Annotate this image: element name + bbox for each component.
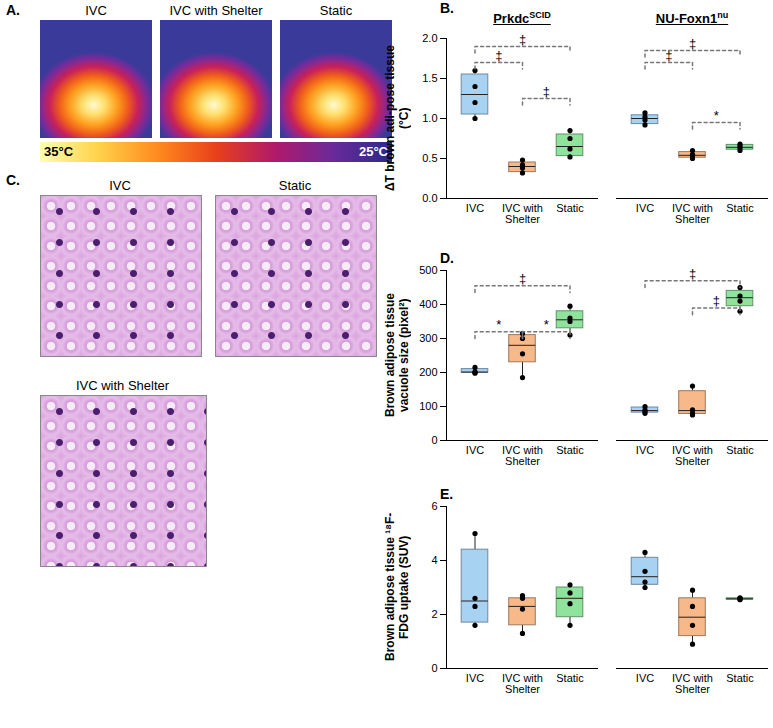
svg-text:1.5: 1.5 <box>422 72 437 84</box>
html-text:Static: Static <box>319 3 353 18</box>
html-text:NU-Foxn1nu: NU-Foxn1nu <box>655 10 729 27</box>
svg-text:IVC withShelter: IVC withShelter <box>672 202 713 225</box>
svg-text:Static: Static <box>726 444 754 456</box>
svg-text:IVC: IVC <box>466 444 484 456</box>
html-text:A.: A. <box>6 2 20 18</box>
svg-text:IVC withShelter: IVC withShelter <box>672 672 713 695</box>
svg-text:2: 2 <box>431 608 437 620</box>
svg-text:‡: ‡ <box>495 48 502 63</box>
html-text:PrkdcSCID: PrkdcSCID <box>493 10 551 27</box>
html-text:Brown adipose tissue ¹⁸F-FDG u: Brown adipose tissue ¹⁸F-FDG uptake (SUV… <box>383 512 411 662</box>
svg-text:Static: Static <box>726 672 754 684</box>
svg-text:300: 300 <box>419 332 437 344</box>
svg-text:500: 500 <box>419 264 437 276</box>
html-text:35°C: 35°C <box>44 144 73 159</box>
svg-text:‡: ‡ <box>713 293 720 308</box>
svg-text:IVC: IVC <box>466 672 484 684</box>
html-text:Static: Static <box>278 178 312 193</box>
svg-text:*: * <box>714 108 719 123</box>
svg-text:Static: Static <box>556 672 584 684</box>
html-text:IVC with Shelter: IVC with Shelter <box>75 378 170 393</box>
html-text:IVC with Shelter: IVC with Shelter <box>169 3 263 18</box>
html-text:IVC: IVC <box>85 3 107 18</box>
svg-text:IVC withShelter: IVC withShelter <box>502 202 543 225</box>
svg-text:IVC: IVC <box>636 202 654 214</box>
svg-text:0.5: 0.5 <box>422 152 437 164</box>
html-text:B.: B. <box>440 0 454 16</box>
html-text:E.: E. <box>440 486 454 502</box>
html-text:C.: C. <box>6 172 20 188</box>
svg-text:Static: Static <box>726 202 754 214</box>
svg-text:‡: ‡ <box>689 266 696 281</box>
svg-text:100: 100 <box>419 400 437 412</box>
svg-text:4: 4 <box>431 554 437 566</box>
html-text:Brown adipose tissue vacuole s: Brown adipose tissue vacuole size (pixel… <box>383 293 411 417</box>
svg-text:Static: Static <box>556 202 584 214</box>
svg-text:*: * <box>496 317 501 332</box>
svg-text:‡: ‡ <box>543 84 550 99</box>
svg-text:IVC withShelter: IVC withShelter <box>672 444 713 467</box>
svg-text:200: 200 <box>419 366 437 378</box>
svg-text:‡: ‡ <box>689 36 696 51</box>
svg-text:‡: ‡ <box>519 271 526 286</box>
svg-text:IVC: IVC <box>636 444 654 456</box>
svg-text:400: 400 <box>419 298 437 310</box>
svg-text:IVC: IVC <box>466 202 484 214</box>
svg-text:IVC withShelter: IVC withShelter <box>502 444 543 467</box>
svg-text:0.0: 0.0 <box>422 192 437 204</box>
svg-text:2.0: 2.0 <box>422 32 437 44</box>
html-text:25°C: 25°C <box>359 144 388 159</box>
svg-text:1.0: 1.0 <box>422 112 437 124</box>
html-text:ΔT brown adi-pose tissue (°C): ΔT brown adi-pose tissue (°C) <box>383 45 411 191</box>
svg-text:6: 6 <box>431 500 437 512</box>
svg-text:Static: Static <box>556 444 584 456</box>
svg-text:*: * <box>544 317 549 332</box>
svg-text:IVC withShelter: IVC withShelter <box>502 672 543 695</box>
svg-text:‡: ‡ <box>519 32 526 47</box>
svg-text:0: 0 <box>431 662 437 674</box>
svg-text:0: 0 <box>431 434 437 446</box>
html-text:IVC: IVC <box>109 178 131 193</box>
html-text:D.: D. <box>440 250 454 266</box>
svg-text:IVC: IVC <box>636 672 654 684</box>
